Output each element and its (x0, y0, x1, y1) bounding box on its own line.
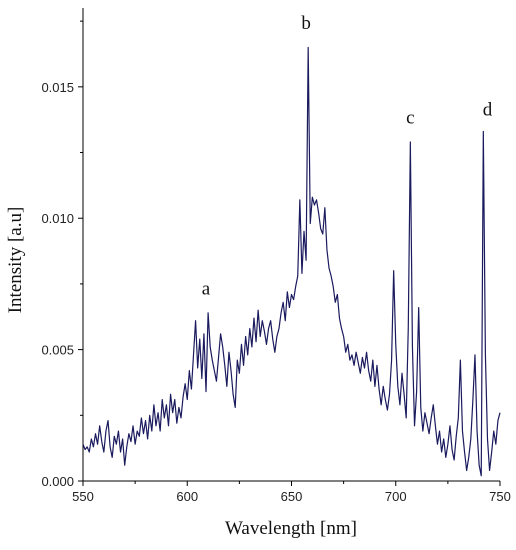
x-tick-label: 650 (281, 489, 303, 504)
x-tick-label: 750 (489, 489, 511, 504)
x-tick-label: 600 (176, 489, 198, 504)
peak-label-a: a (202, 278, 211, 299)
y-tick-label: 0.000 (41, 474, 74, 489)
ticks: 550 600 650 700 750 0.000 0.005 0.010 0.015 (41, 20, 511, 504)
x-tick-label: 550 (72, 489, 94, 504)
spectrum-line (82, 46, 501, 477)
y-axis-title: Intensity [a.u] (5, 207, 26, 314)
x-tick-label: 700 (385, 489, 407, 504)
y-tick-label: 0.005 (41, 343, 74, 358)
peak-label-b: b (301, 13, 311, 34)
y-tick-label: 0.010 (41, 211, 74, 226)
peak-label-d: d (483, 100, 493, 121)
peak-annotations: a b c d (202, 13, 493, 299)
peak-label-c: c (406, 108, 414, 129)
x-axis-title: Wavelength [nm] (225, 518, 357, 539)
y-tick-label: 0.015 (41, 80, 74, 95)
